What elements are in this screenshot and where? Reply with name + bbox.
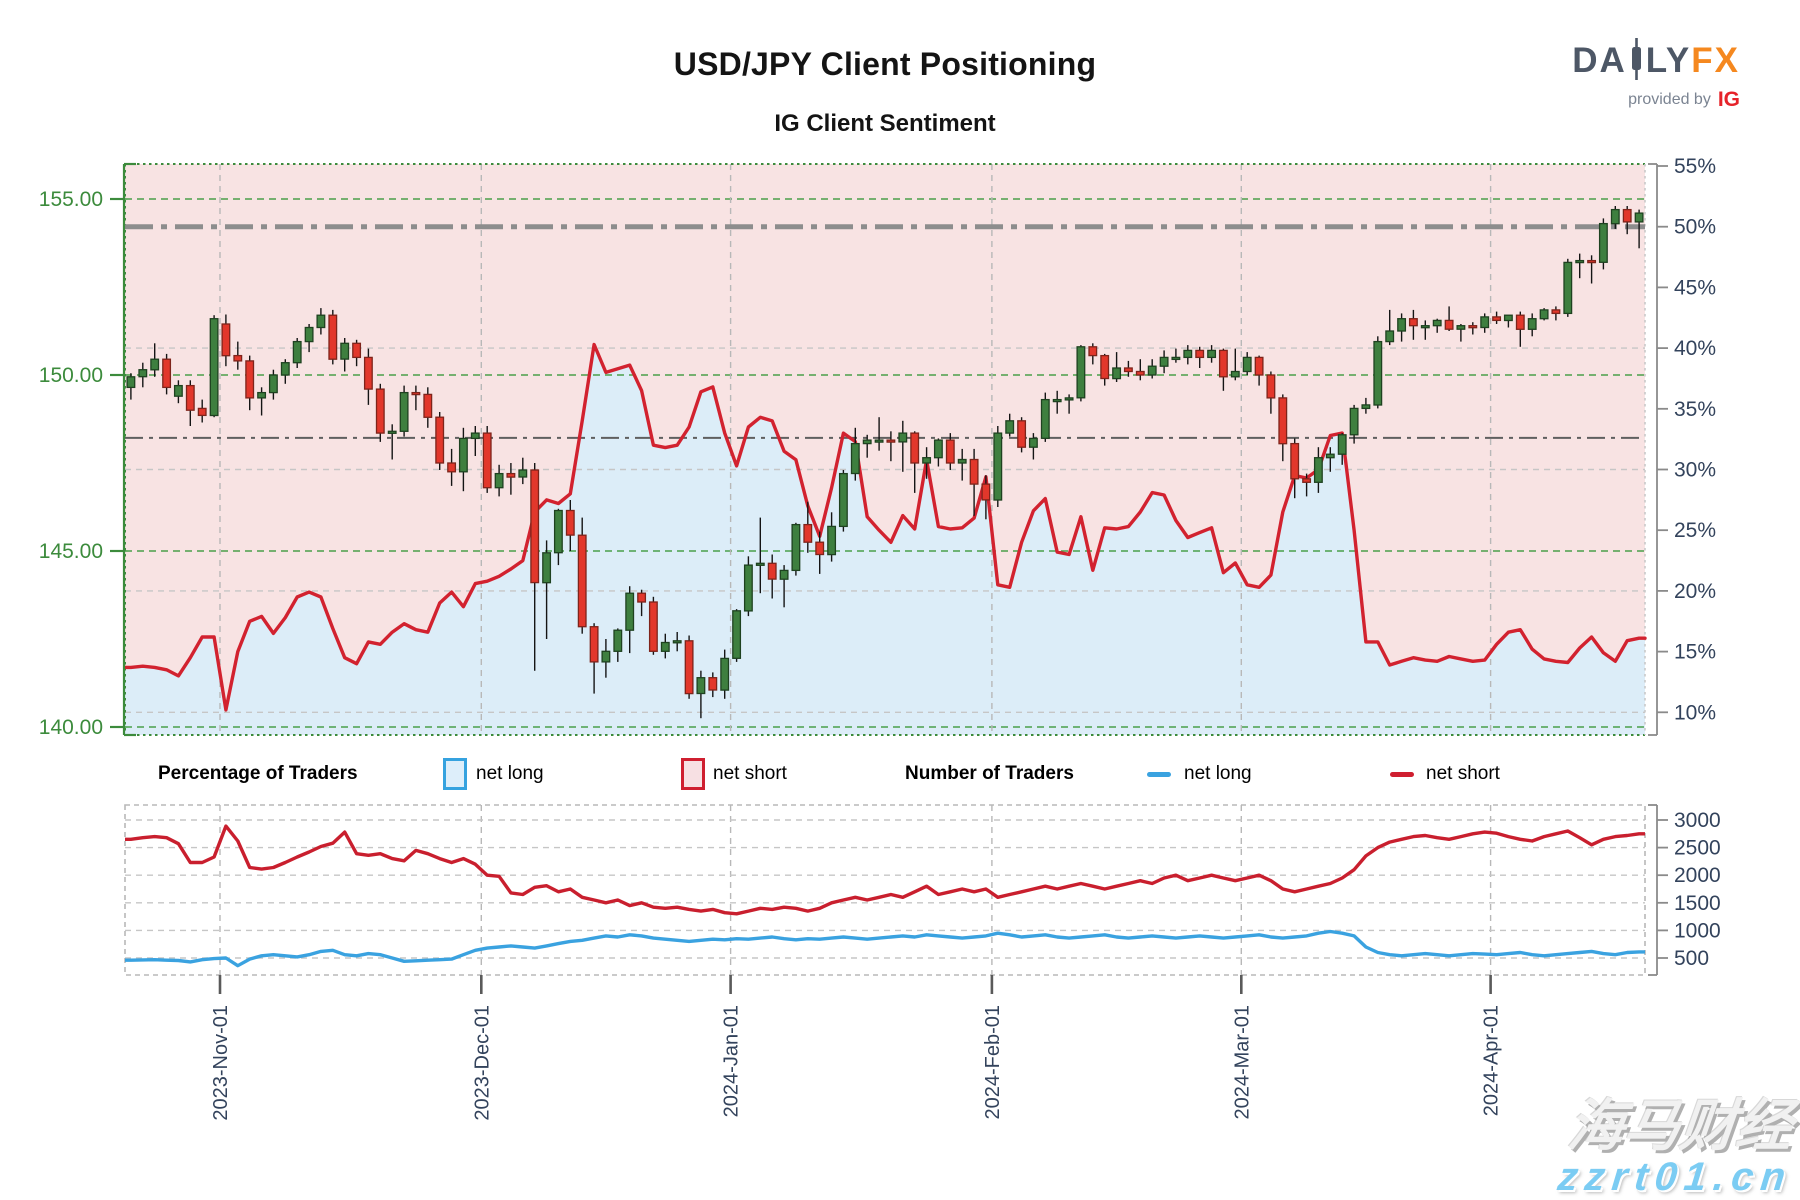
sentiment-area-layer — [125, 164, 1645, 735]
percent-tick-label: 20% — [1674, 580, 1716, 603]
percent-tick-label: 35% — [1674, 398, 1716, 421]
price-axis: 155.00 150.00 145.00 140.00 — [39, 162, 136, 739]
num-net-long-swatch — [1147, 758, 1171, 790]
net-short-count-line — [125, 824, 1645, 916]
date-tick-label: 2024-Mar-01 — [1231, 1005, 1253, 1120]
count-tick-label: 1500 — [1674, 892, 1721, 915]
traders-gridlines — [124, 804, 1646, 976]
watermark-cjk-text: 海马财经 — [1564, 1094, 1796, 1158]
percent-tick-label: 55% — [1674, 155, 1716, 178]
net-long-count-line — [125, 929, 1645, 968]
pct-net-long-swatch — [443, 758, 467, 790]
page-title: USD/JPY Client Positioning — [673, 46, 1097, 82]
percent-tick-label: 45% — [1674, 276, 1716, 299]
chart-title: IG Client Sentiment — [774, 110, 996, 137]
percent-tick-label: 50% — [1674, 216, 1716, 239]
dailyfx-logo: DA LY FX provided by IG — [1572, 37, 1740, 112]
net-short-area-icon — [681, 758, 705, 790]
candles-layer — [126, 206, 1644, 719]
net-short-percentage-line — [123, 342, 1647, 712]
watermark-url-text: zzrt01.cn — [1555, 1155, 1795, 1199]
watermark: 海马财经 zzrt01.cn — [1555, 1094, 1796, 1199]
num-net-long-label: net long — [1184, 763, 1252, 784]
date-tick-label: 2024-Feb-01 — [982, 1005, 1004, 1120]
logo-text-fx: FX — [1691, 41, 1740, 80]
net-short-line-icon — [1390, 771, 1414, 777]
legend-percentage-title: Percentage of Traders — [158, 763, 358, 784]
chart-legend: Percentage of Traders net long net short… — [0, 758, 1800, 794]
pct-net-long-label: net long — [476, 763, 544, 784]
price-tick-label: 150.00 — [39, 364, 103, 387]
logo-text-da: DA — [1572, 41, 1627, 80]
logo-text-ly: LY — [1645, 41, 1692, 80]
date-tick-label: 2023-Dec-01 — [471, 1005, 493, 1121]
pct-net-short-label: net short — [713, 763, 787, 784]
percent-tick-label: 30% — [1674, 459, 1716, 482]
logo-provided-by: provided by — [1628, 91, 1711, 108]
count-tick-label: 2000 — [1674, 864, 1721, 887]
count-tick-label: 2500 — [1674, 837, 1721, 860]
percent-tick-label: 10% — [1674, 701, 1716, 724]
percent-tick-label: 25% — [1674, 519, 1716, 542]
price-tick-label: 155.00 — [39, 188, 103, 211]
date-axis: 2023-Nov-01 2023-Dec-01 2024-Jan-01 2024-Fe… — [210, 975, 1503, 1121]
reference-lines — [125, 224, 1645, 439]
price-tick-label: 145.00 — [39, 540, 103, 563]
traders-count-axis: 3000 2500 2000 1500 1000 500 — [1648, 804, 1721, 976]
count-tick-label: 3000 — [1674, 809, 1721, 832]
percent-tick-label: 40% — [1674, 337, 1716, 360]
date-tick-label: 2024-Jan-01 — [721, 1005, 743, 1117]
num-net-short-label: net short — [1426, 763, 1500, 784]
net-long-line-icon — [1147, 771, 1171, 777]
ig-logo: IG — [1717, 88, 1740, 111]
count-tick-label: 1000 — [1674, 919, 1721, 942]
legend-number-title: Number of Traders — [905, 763, 1074, 784]
price-tick-label: 140.00 — [39, 716, 103, 739]
date-tick-label: 2023-Nov-01 — [210, 1005, 232, 1121]
net-long-area-icon — [443, 758, 467, 790]
date-tick-label: 2024-Apr-01 — [1481, 1005, 1503, 1116]
dailyfx-wordmark: DA LY FX — [1572, 37, 1740, 85]
count-tick-label: 500 — [1674, 947, 1709, 970]
percent-tick-label: 15% — [1674, 641, 1716, 664]
pct-net-short-swatch — [681, 758, 705, 790]
percent-axis: 55% 50% 45% 40% 35% 30% 25% 20% 15% 10% — [1648, 155, 1716, 736]
candlestick-icon — [1630, 37, 1643, 85]
num-net-short-swatch — [1390, 758, 1414, 790]
